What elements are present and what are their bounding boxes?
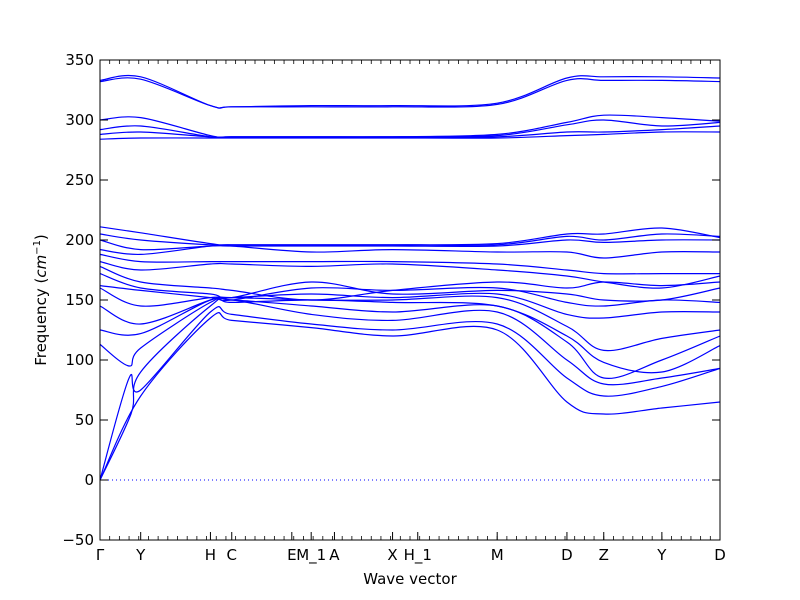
- x-tick-label: D: [561, 546, 573, 564]
- band-line-13: [99, 244, 721, 259]
- band-line-22: [99, 74, 721, 109]
- x-tick-label: H: [205, 546, 216, 564]
- band-line-12: [99, 253, 721, 275]
- band-line-9: [99, 273, 721, 302]
- band-line-4: [99, 297, 721, 379]
- y-tick-label: 300: [65, 111, 94, 129]
- y-tick-label: 250: [65, 171, 94, 189]
- x-tick-label: M: [491, 546, 504, 564]
- x-axis-title: Wave vector: [363, 570, 457, 588]
- y-tick-label: 350: [65, 51, 94, 69]
- band-line-20: [99, 114, 721, 138]
- band-line-14: [99, 239, 721, 251]
- x-tick-label: Y: [135, 546, 146, 564]
- y-axis-title-text: Frequency: [32, 288, 50, 366]
- x-tick-label: C: [227, 546, 237, 564]
- band-line-7: [99, 287, 721, 319]
- band-line-1: [99, 312, 721, 481]
- band-line-10: [99, 265, 721, 301]
- y-tick-label: 0: [84, 471, 94, 489]
- band-line-3: [99, 297, 721, 481]
- y-axis-title: Frequency (cm−1): [32, 234, 50, 366]
- band-line-16: [99, 226, 721, 246]
- band-line-17: [99, 131, 721, 140]
- band-line-11: [99, 261, 721, 289]
- x-tick-label: H_1: [404, 546, 432, 565]
- x-tick-label: Γ: [96, 546, 105, 564]
- band-line-2: [99, 306, 721, 481]
- y-tick-label: −50: [62, 531, 94, 549]
- x-tick-label: X: [387, 546, 397, 564]
- series-layer: [99, 74, 721, 481]
- y-tick-label: 50: [75, 411, 94, 429]
- y-tick-label: 200: [65, 231, 94, 249]
- y-tick-label: 100: [65, 351, 94, 369]
- band-line-15: [99, 233, 721, 247]
- band-line-5: [99, 297, 721, 374]
- y-axis-unit-exponent: −1: [32, 240, 43, 255]
- ticks-layer: −50 0 50 100 150 200 250 300 350 Γ Y H C E M_1 A X H_1 M D Z…: [62, 51, 725, 565]
- band-line-6: [99, 295, 721, 352]
- x-tick-label: E: [287, 546, 296, 564]
- x-tick-label: A: [329, 546, 340, 564]
- plot-frame: [99, 59, 721, 541]
- x-tick-label: M_1: [296, 546, 326, 565]
- band-line-21: [99, 77, 721, 109]
- y-tick-label: 150: [65, 291, 94, 309]
- x-tick-label: Z: [599, 546, 609, 564]
- x-tick-label: D: [714, 546, 726, 564]
- y-axis-unit: cm: [32, 255, 50, 278]
- x-tick-label: Y: [656, 546, 667, 564]
